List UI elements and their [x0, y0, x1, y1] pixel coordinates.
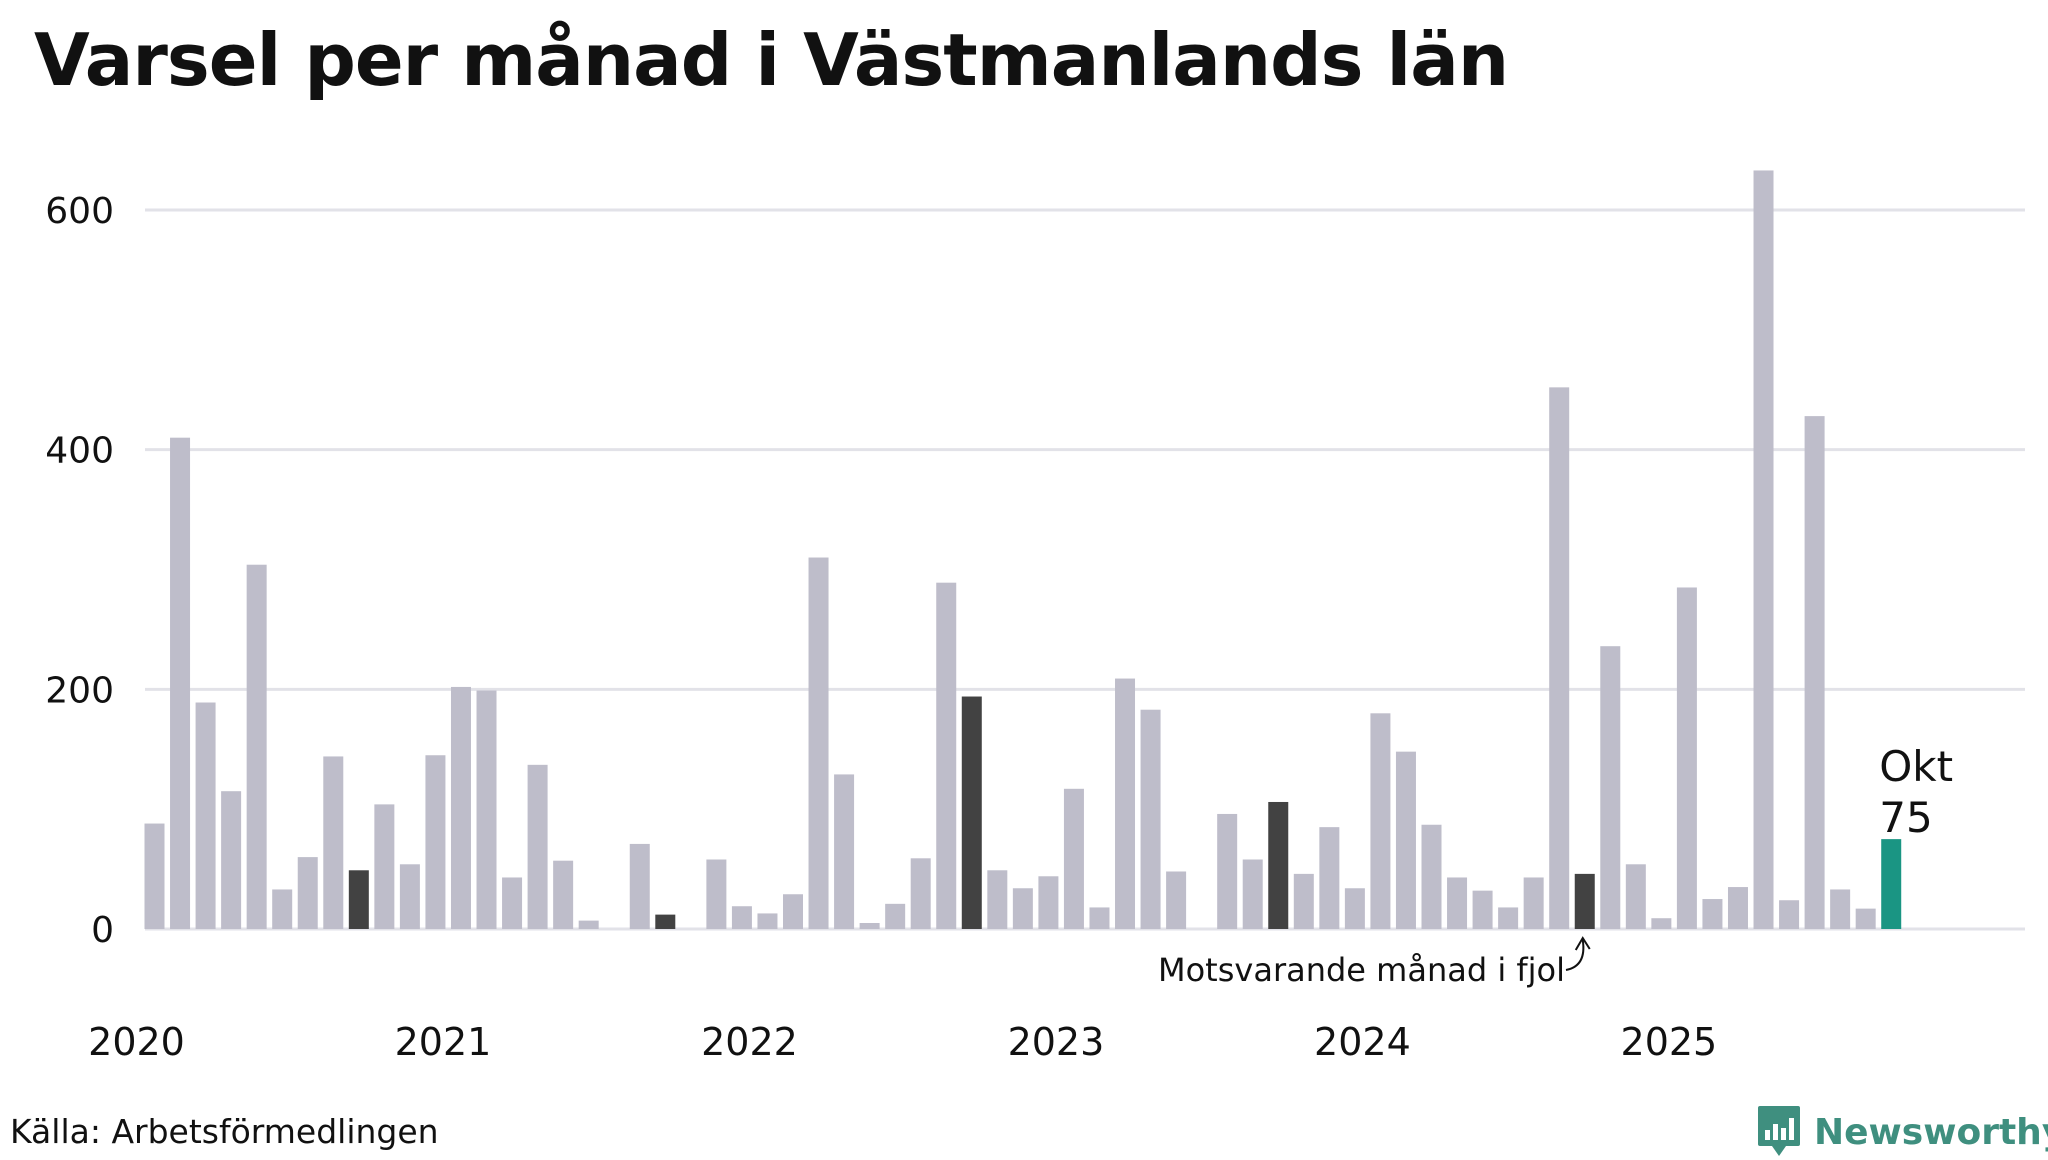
bar-68 [1881, 839, 1902, 929]
bar-47 [1344, 888, 1365, 929]
bar-40 [1166, 871, 1187, 929]
bar-62 [1727, 887, 1748, 929]
bar-45 [1293, 873, 1314, 929]
x-tick-label: 2023 [1008, 1020, 1105, 1064]
bar-46 [1319, 827, 1340, 929]
bar-2 [195, 702, 216, 929]
y-tick-label: 600 [45, 191, 114, 232]
bar-38 [1115, 678, 1136, 929]
bar-17 [578, 920, 599, 929]
bar-39 [1140, 709, 1161, 929]
bar-63 [1753, 170, 1774, 929]
bar-20 [655, 914, 676, 929]
y-tick-label: 0 [91, 910, 114, 951]
bar-65 [1804, 416, 1825, 929]
bar-35 [1038, 876, 1059, 929]
bar-53 [1498, 907, 1519, 929]
bar-33 [987, 870, 1008, 929]
y-axis-labels: 0 200 400 600 [45, 191, 114, 951]
bar-1 [170, 437, 191, 929]
x-tick-label: 2024 [1314, 1020, 1411, 1064]
x-tick-label: 2021 [395, 1020, 492, 1064]
x-tick-label: 2022 [701, 1020, 798, 1064]
x-tick-label: 2025 [1621, 1020, 1718, 1064]
current-month-label: Okt [1879, 742, 1953, 791]
bar-34 [1012, 888, 1033, 929]
x-axis-labels: 2020 2021 2022 2023 2024 2025 [88, 1020, 1717, 1064]
bar-42 [1217, 813, 1238, 929]
bar-29 [885, 903, 906, 929]
annotation-arrowhead [1574, 936, 1591, 951]
bar-31 [936, 582, 957, 929]
bar-32 [961, 696, 982, 929]
x-tick-label: 2020 [88, 1020, 185, 1064]
bar-5 [272, 889, 293, 929]
bar-16 [553, 860, 574, 929]
brand-logo: Newsworthy [1756, 1104, 2048, 1160]
bar-14 [502, 877, 523, 929]
bar-27 [834, 774, 855, 929]
bar-59 [1651, 918, 1672, 929]
bar-26 [808, 557, 829, 929]
bar-0 [144, 823, 165, 929]
bar-61 [1702, 899, 1723, 929]
bar-11 [425, 755, 446, 929]
bar-12 [450, 686, 471, 929]
bar-36 [1063, 788, 1084, 929]
bar-48 [1370, 713, 1391, 929]
bar-30 [910, 858, 931, 929]
newsworthy-logo-icon [1758, 1106, 1800, 1156]
bar-49 [1395, 751, 1416, 929]
bar-6 [297, 857, 318, 929]
bar-50 [1421, 824, 1442, 929]
bar-52 [1472, 890, 1493, 929]
y-tick-label: 400 [45, 431, 114, 472]
bar-7 [323, 756, 344, 929]
bar-64 [1779, 900, 1800, 929]
bar-60 [1676, 587, 1697, 929]
bar-3 [221, 791, 242, 929]
bar-10 [399, 864, 420, 929]
bar-19 [629, 843, 650, 929]
bar-23 [731, 906, 752, 929]
last-year-annotation: Motsvarande månad i fjol [1158, 951, 1565, 989]
bar-8 [348, 870, 369, 929]
annotation-arrow [1565, 939, 1585, 971]
y-tick-label: 200 [45, 670, 114, 711]
bar-66 [1830, 889, 1851, 929]
bar-57 [1600, 646, 1621, 929]
bar-55 [1549, 387, 1570, 929]
chart-title: Varsel per månad i Västmanlands län [34, 18, 1509, 102]
brand-name: Newsworthy [1814, 1111, 2048, 1153]
bar-24 [757, 913, 778, 929]
bar-51 [1447, 877, 1468, 929]
bar-25 [783, 894, 803, 929]
bar-28 [859, 923, 880, 929]
bar-22 [706, 859, 727, 929]
bar-9 [374, 804, 395, 929]
bar-4 [246, 564, 267, 929]
current-value-label: 75 [1879, 793, 1932, 842]
bar-43 [1242, 859, 1263, 929]
bar-58 [1625, 864, 1646, 929]
bar-44 [1268, 801, 1289, 929]
bar-15 [527, 764, 548, 929]
bar-67 [1855, 908, 1876, 929]
bar-54 [1523, 877, 1544, 929]
bar-37 [1089, 907, 1110, 929]
bars [144, 170, 1902, 929]
source-note: Källa: Arbetsförmedlingen [10, 1112, 439, 1151]
bar-13 [476, 690, 497, 929]
bar-56 [1574, 873, 1595, 929]
